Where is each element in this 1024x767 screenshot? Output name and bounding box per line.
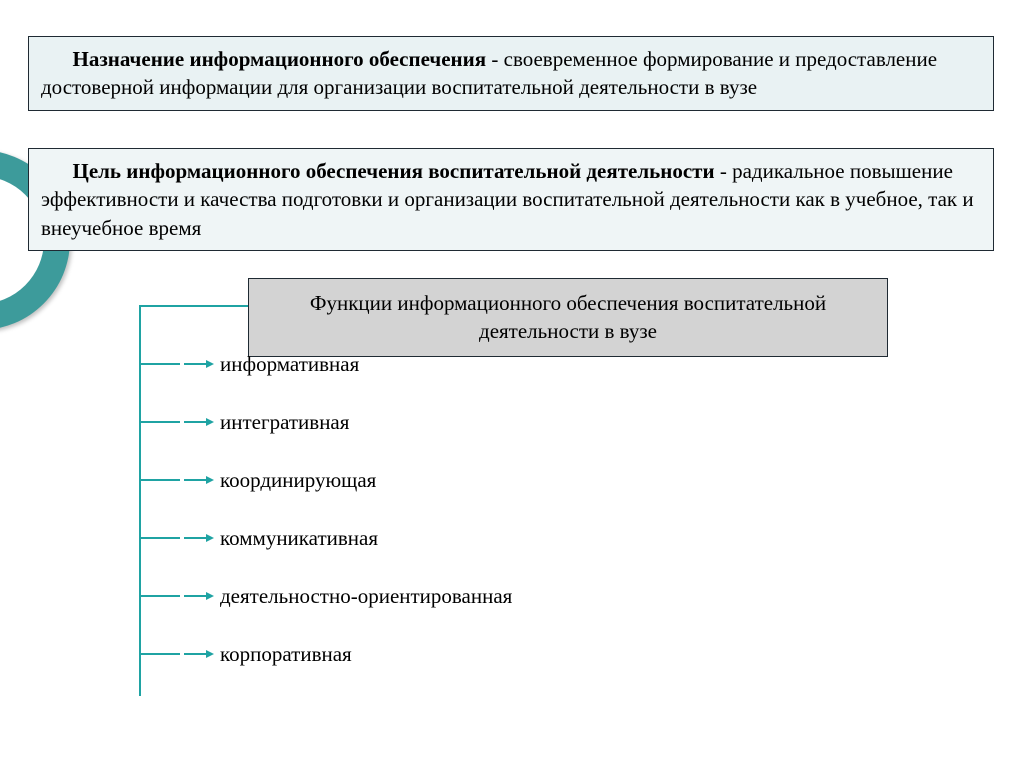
list-item: деятельностно-ориентированная	[184, 582, 512, 610]
arrow-icon	[184, 359, 214, 369]
functions-header-text: Функции информационного обеспечения восп…	[310, 291, 826, 343]
arrow-icon	[184, 649, 214, 659]
purpose-bold: Назначение информационного обеспечения	[73, 47, 487, 71]
list-item: координирующая	[184, 466, 512, 494]
goal-box: Цель информационного обеспечения воспита…	[28, 148, 994, 251]
list-item-label: деятельностно-ориентированная	[220, 584, 512, 609]
purpose-box: Назначение информационного обеспечения -…	[28, 36, 994, 111]
list-item: информативная	[184, 350, 512, 378]
goal-bold: Цель информационного обеспечения воспита…	[73, 159, 715, 183]
list-item: интегративная	[184, 408, 512, 436]
list-item-label: информативная	[220, 352, 359, 377]
list-item: корпоративная	[184, 640, 512, 668]
arrow-icon	[184, 417, 214, 427]
functions-header-box: Функции информационного обеспечения восп…	[248, 278, 888, 357]
arrow-icon	[184, 475, 214, 485]
list-item-label: корпоративная	[220, 642, 352, 667]
list-item-label: координирующая	[220, 468, 376, 493]
arrow-icon	[184, 591, 214, 601]
list-item-label: коммуникативная	[220, 526, 378, 551]
functions-list: информативная интегративная координирующ…	[184, 350, 512, 668]
arrow-icon	[184, 533, 214, 543]
list-item: коммуникативная	[184, 524, 512, 552]
list-item-label: интегративная	[220, 410, 349, 435]
